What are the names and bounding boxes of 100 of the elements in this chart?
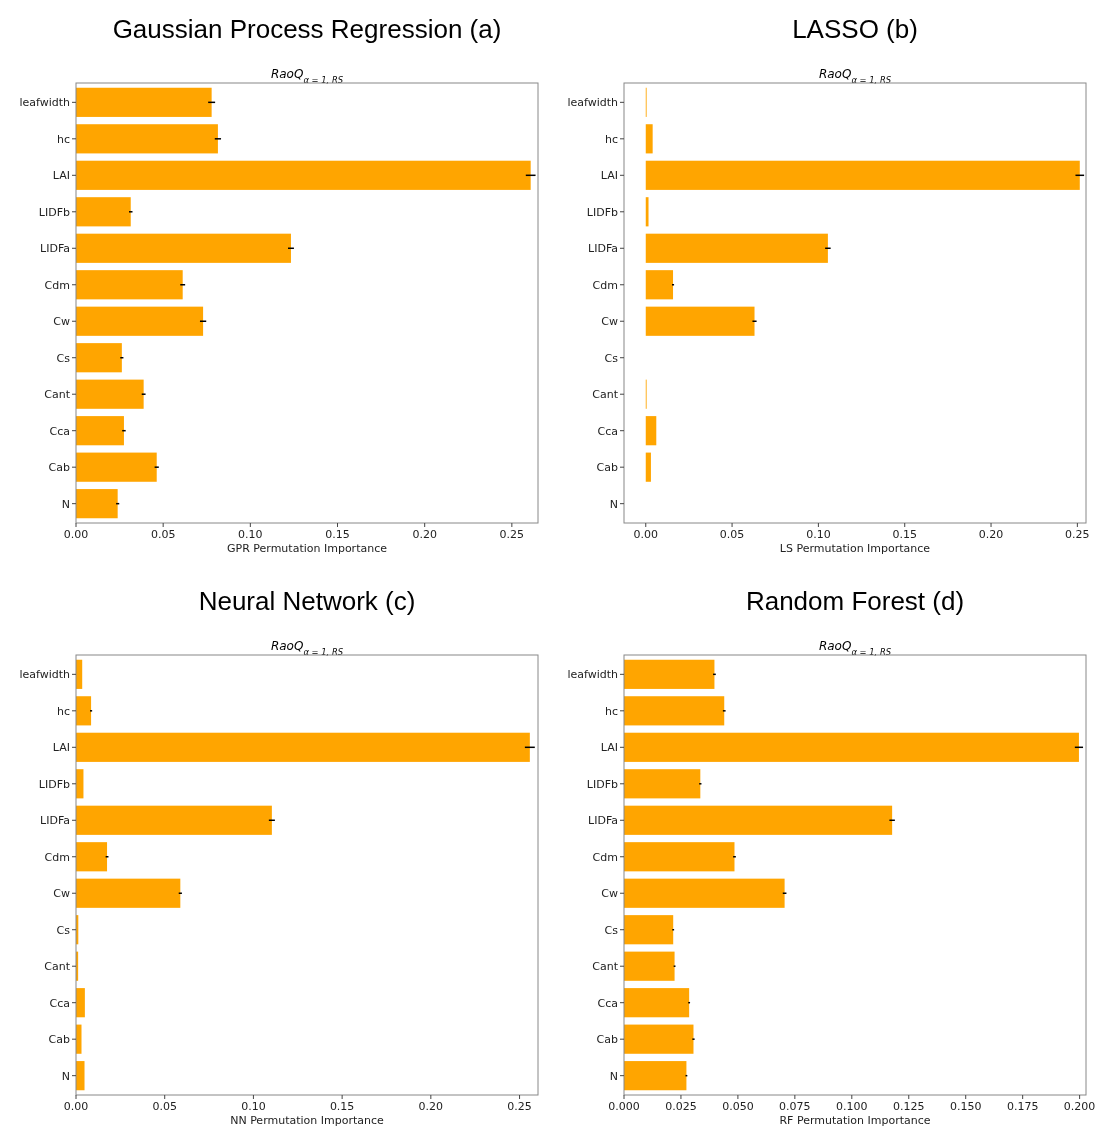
x-tick-label: 0.15 <box>892 528 917 541</box>
bar <box>645 197 649 227</box>
bar <box>645 124 653 154</box>
x-tick-label: 0.10 <box>806 528 831 541</box>
x-tick-label: 0.200 <box>1063 1100 1096 1113</box>
x-axis-title: GPR Permutation Importance <box>227 542 388 555</box>
y-tick-label: leafwidth <box>567 668 619 682</box>
y-tick-label: leafwidth <box>19 96 71 110</box>
x-tick-label: 0.10 <box>238 528 263 541</box>
x-tick-label: 0.025 <box>665 1100 697 1113</box>
chart-title: Gaussian Process Regression (a) <box>112 14 502 44</box>
x-tick-label: 0.25 <box>499 528 525 541</box>
y-tick-label: LAI <box>600 169 618 183</box>
y-tick-label: Cab <box>596 461 619 475</box>
bar <box>76 160 531 190</box>
bar <box>76 416 124 446</box>
y-tick-label: leafwidth <box>567 96 619 110</box>
x-axis-title: NN Permutation Importance <box>230 1114 385 1127</box>
x-tick-label: 0.05 <box>150 528 176 541</box>
y-tick-label: N <box>61 1069 70 1083</box>
bar <box>645 233 828 263</box>
y-tick-label: Cdm <box>44 850 70 864</box>
bar <box>76 197 131 227</box>
y-tick-label: Cca <box>49 424 70 438</box>
y-tick-label: Cant <box>44 388 71 402</box>
bar <box>76 87 212 117</box>
bar <box>624 659 715 689</box>
y-tick-label: Cca <box>597 996 618 1010</box>
x-tick-label: 0.125 <box>893 1100 925 1113</box>
y-tick-label: hc <box>56 704 70 718</box>
bar <box>645 416 657 446</box>
chart-subtitle: RaoQ$_{α = 1, RS}$ <box>270 639 344 657</box>
y-tick-label: LIDFb <box>38 205 71 219</box>
y-tick-label: Cw <box>53 315 70 329</box>
y-tick-label: Cca <box>49 996 70 1010</box>
bar <box>624 696 725 726</box>
y-tick-label: Cw <box>601 887 618 901</box>
y-tick-label: LIDFa <box>588 814 618 828</box>
x-tick-label: 0.20 <box>418 1100 444 1113</box>
y-tick-label: Cant <box>592 960 619 974</box>
bar <box>76 124 218 154</box>
chart-title: LASSO (b) <box>792 14 918 44</box>
bar <box>76 270 183 300</box>
bar <box>645 452 651 482</box>
bar <box>76 842 108 872</box>
x-tick-label: 0.175 <box>1006 1100 1039 1113</box>
y-tick-label: Cab <box>48 1033 71 1047</box>
bar <box>645 306 755 336</box>
bar <box>624 878 785 908</box>
y-tick-label: hc <box>604 704 618 718</box>
bar <box>645 160 1080 190</box>
bar <box>624 842 735 872</box>
bar <box>645 270 674 300</box>
y-tick-label: LIDFb <box>38 777 71 791</box>
y-tick-label: LAI <box>600 741 618 755</box>
bar <box>624 732 1079 762</box>
chart-title: Neural Network (c) <box>198 586 416 616</box>
bar <box>76 988 85 1018</box>
bar <box>624 951 675 981</box>
bar <box>624 915 674 945</box>
x-tick-label: 0.05 <box>152 1100 177 1113</box>
bar <box>624 1024 694 1054</box>
y-tick-label: LIDFb <box>586 777 619 791</box>
x-tick-label: 0.20 <box>412 528 437 541</box>
y-tick-label: LIDFa <box>40 242 70 256</box>
bar <box>76 732 530 762</box>
chart-subtitle: RaoQ$_{α = 1, RS}$ <box>818 639 892 657</box>
y-tick-label: LIDFb <box>586 205 619 219</box>
y-tick-label: Cs <box>56 351 71 365</box>
bar <box>76 452 157 482</box>
y-tick-label: N <box>61 497 70 511</box>
x-tick-label: 0.20 <box>978 528 1004 541</box>
y-tick-label: LAI <box>52 169 70 183</box>
chart-subtitle: RaoQ$_{α = 1, RS}$ <box>270 67 344 85</box>
y-tick-label: Cs <box>604 351 619 365</box>
y-tick-label: hc <box>604 132 618 146</box>
bar <box>76 306 204 336</box>
y-tick-label: Cdm <box>592 850 618 864</box>
y-tick-label: Cw <box>601 315 618 329</box>
x-axis-title: LS Permutation Importance <box>779 542 931 555</box>
bar <box>76 343 122 373</box>
y-tick-label: N <box>609 497 618 511</box>
y-tick-label: Cdm <box>44 278 70 292</box>
bar <box>76 489 118 519</box>
y-tick-label: LAI <box>52 741 70 755</box>
y-tick-label: LIDFa <box>588 242 618 256</box>
x-tick-label: 0.100 <box>836 1100 868 1113</box>
y-tick-label: leafwidth <box>19 668 71 682</box>
x-tick-label: 0.25 <box>507 1100 532 1113</box>
y-tick-label: Cs <box>56 923 71 937</box>
bar <box>76 696 92 726</box>
y-tick-label: hc <box>56 132 70 146</box>
bar <box>76 379 144 409</box>
x-tick-label: 0.00 <box>63 1100 89 1113</box>
bar <box>624 1061 687 1091</box>
y-tick-label: Cs <box>604 923 619 937</box>
bar <box>76 233 291 263</box>
y-tick-label: Cant <box>592 388 619 402</box>
x-tick-label: 0.15 <box>325 528 350 541</box>
x-tick-label: 0.075 <box>779 1100 811 1113</box>
